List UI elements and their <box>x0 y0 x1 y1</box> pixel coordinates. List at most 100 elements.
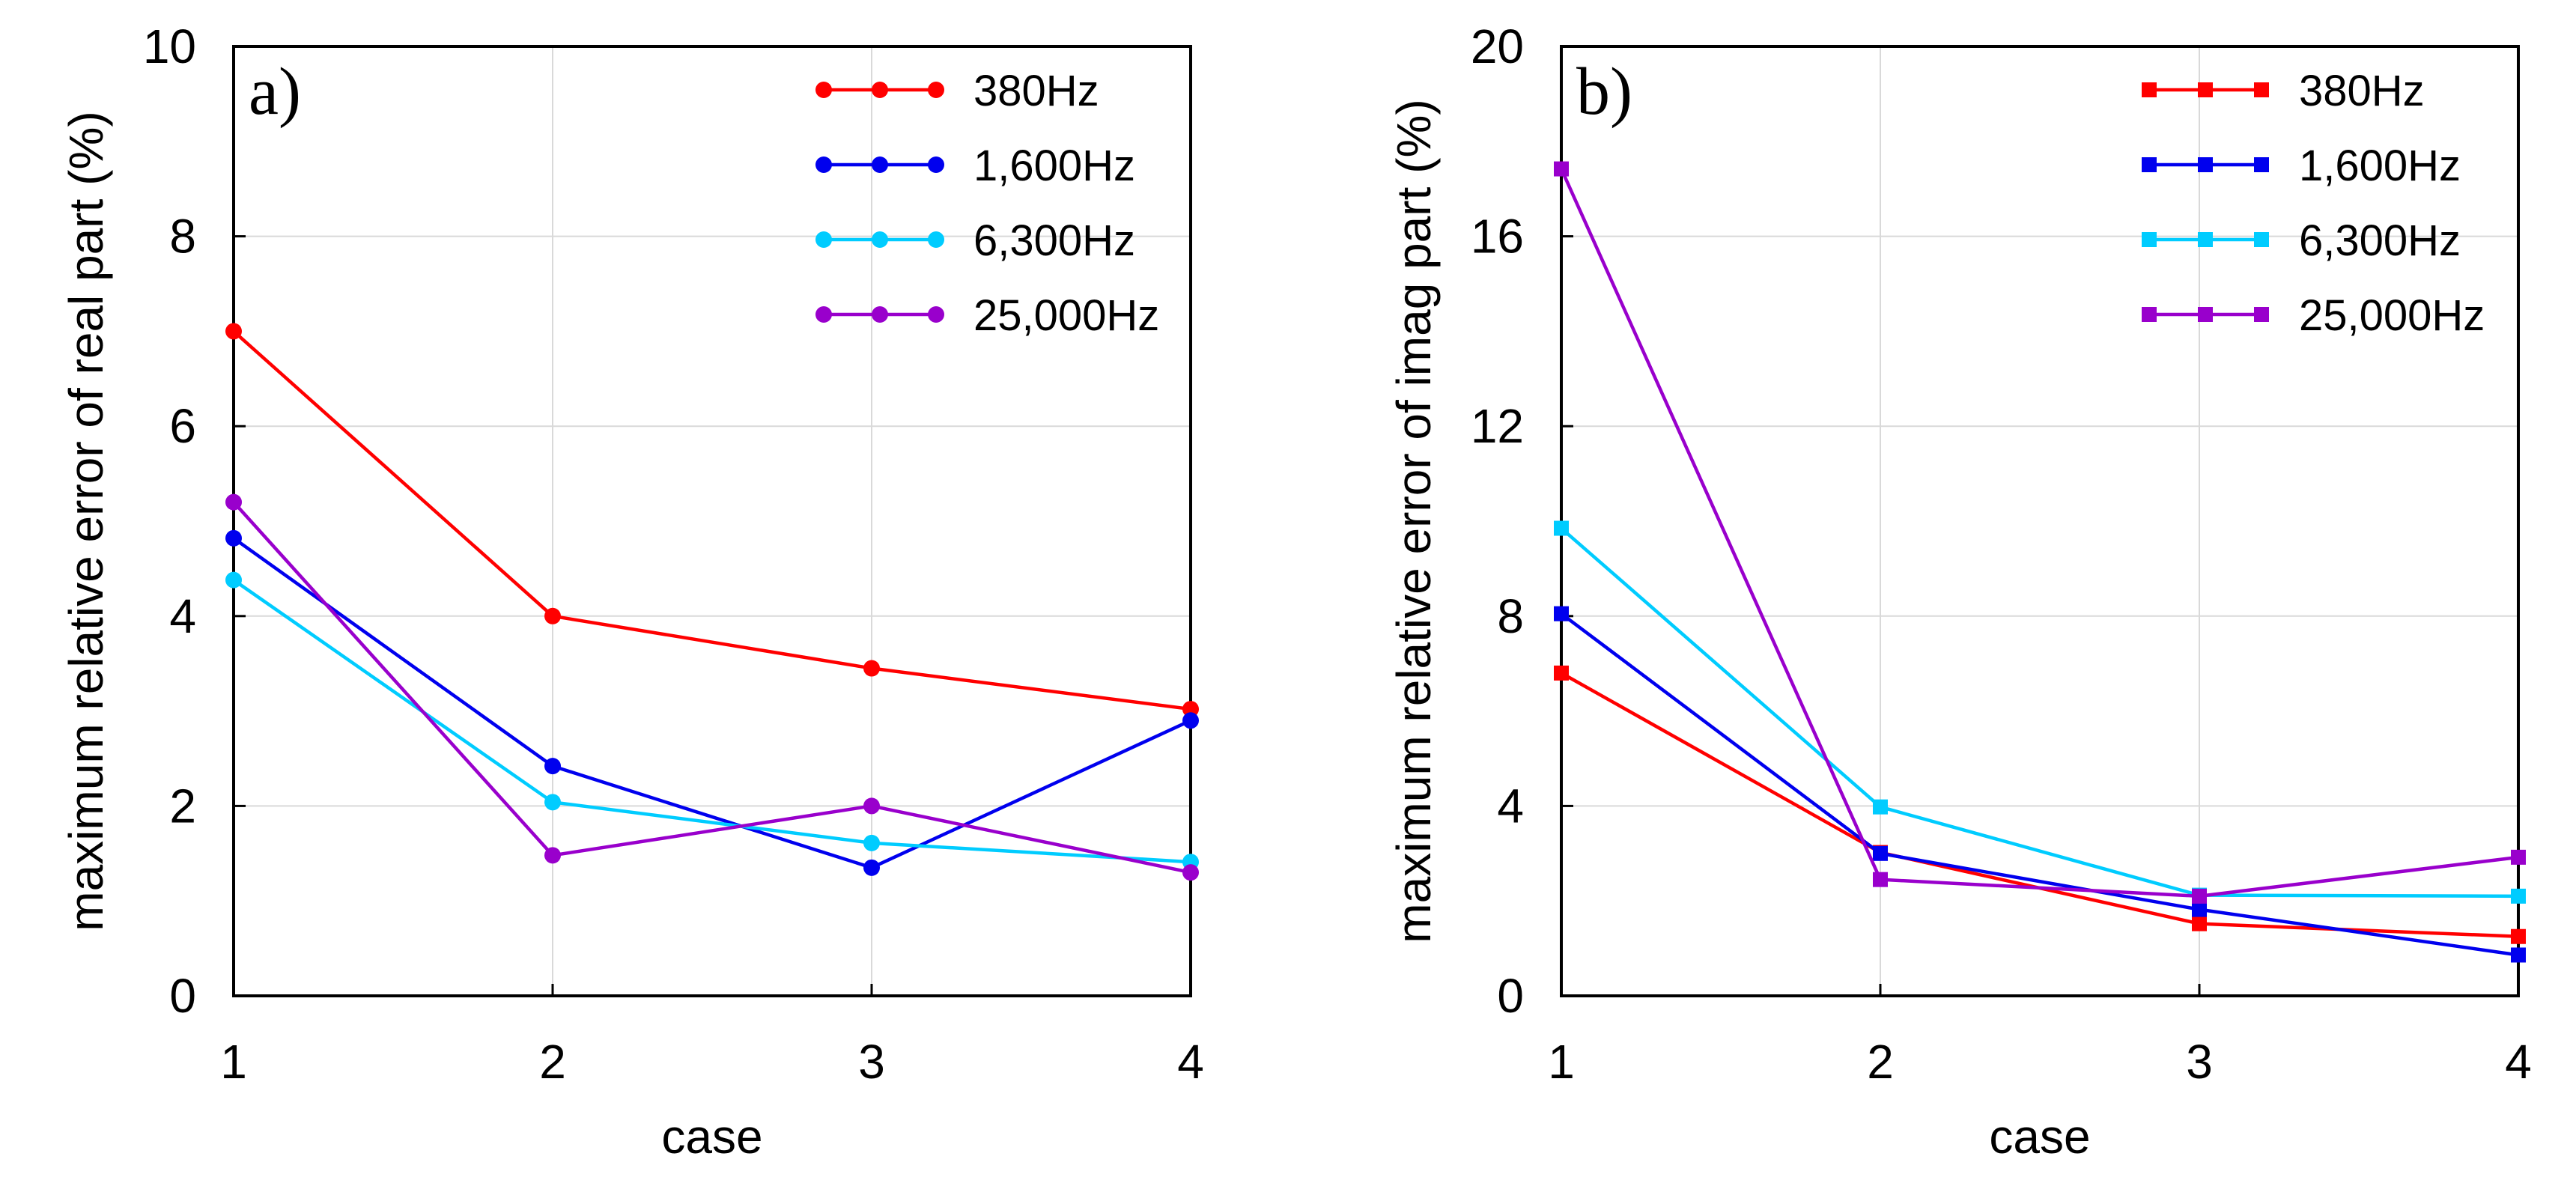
legend-marker <box>815 82 832 98</box>
panel-label: b) <box>1576 55 1632 129</box>
series-6300Hz <box>1554 520 2526 904</box>
data-point <box>544 847 561 864</box>
legend-marker <box>928 156 944 173</box>
series-line <box>232 329 1191 711</box>
legend-marker <box>2198 307 2213 322</box>
legend-marker <box>2254 82 2269 97</box>
x-tick-label: 1 <box>1548 1035 1575 1089</box>
y-tick-label: 4 <box>1497 779 1524 833</box>
legend-marker <box>2198 232 2213 247</box>
series-25000Hz <box>225 493 1199 881</box>
legend-marker <box>2142 307 2157 322</box>
series-line <box>232 536 1191 870</box>
legend-marker <box>815 156 832 173</box>
legend-marker <box>815 306 832 323</box>
legend-marker <box>2198 82 2213 97</box>
data-point <box>1873 799 1888 815</box>
legend-marker <box>2254 307 2269 322</box>
series-line <box>232 501 1191 875</box>
y-tick-label: 8 <box>169 210 196 264</box>
x-tick-label: 4 <box>1177 1035 1204 1089</box>
data-point <box>1554 520 1569 536</box>
x-tick-label: 2 <box>539 1035 566 1089</box>
panel-label: a) <box>249 55 301 129</box>
data-point <box>225 493 242 511</box>
legend-label: 25,000Hz <box>2299 291 2485 340</box>
data-point <box>863 834 880 851</box>
data-point <box>1554 665 1569 681</box>
y-axis-label: maximum relative error of imag part (%) <box>1387 99 1441 943</box>
series-6300Hz <box>225 571 1199 871</box>
series-line <box>1560 612 2519 957</box>
y-tick-label: 0 <box>169 969 196 1023</box>
y-tick-label: 20 <box>1471 19 1524 73</box>
data-point <box>544 758 561 775</box>
y-tick-label: 10 <box>143 19 196 73</box>
data-point <box>544 794 561 811</box>
data-point <box>225 529 242 547</box>
legend-label: 25,000Hz <box>973 291 1159 340</box>
legend-marker <box>872 306 888 323</box>
data-point <box>2192 916 2207 931</box>
legend-marker <box>928 82 944 98</box>
legend-label: 1,600Hz <box>2299 142 2461 190</box>
legend-marker <box>928 306 944 323</box>
x-tick-label: 3 <box>858 1035 885 1089</box>
legend-marker <box>2254 232 2269 247</box>
x-tick-label: 4 <box>2505 1035 2532 1089</box>
data-point <box>1554 606 1569 621</box>
series-380Hz <box>225 323 1199 718</box>
x-axis-label: case <box>1989 1110 2090 1164</box>
series-1600Hz <box>1554 606 2526 963</box>
y-tick-label: 12 <box>1471 399 1524 453</box>
series-line <box>232 578 1191 864</box>
y-axis-label: maximum relative error of real part (%) <box>59 111 113 931</box>
legend-marker <box>872 156 888 173</box>
data-point <box>1182 701 1199 718</box>
data-point <box>2511 849 2526 865</box>
data-point <box>1873 872 1888 887</box>
data-point <box>1182 864 1199 881</box>
legend-marker <box>2142 157 2157 172</box>
legend-marker <box>815 231 832 248</box>
x-axis-label: case <box>661 1110 762 1164</box>
series-25000Hz <box>1554 161 2526 904</box>
y-tick-label: 6 <box>169 399 196 453</box>
data-point <box>1554 161 1569 177</box>
data-point <box>2192 902 2207 917</box>
legend-marker <box>872 231 888 248</box>
data-point <box>863 660 880 677</box>
legend: 380Hz 1,600Hz 6,300Hz 25,000Hz <box>815 67 1159 340</box>
y-tick-label: 16 <box>1471 210 1524 264</box>
data-point <box>2511 947 2526 963</box>
legend-marker <box>2198 157 2213 172</box>
x-tick-label: 1 <box>220 1035 247 1089</box>
data-point <box>863 859 880 876</box>
data-point <box>1873 845 1888 861</box>
y-tick-label: 4 <box>169 589 196 643</box>
series-1600Hz <box>225 529 1199 876</box>
plot-frame <box>232 45 1192 997</box>
y-tick-label: 0 <box>1497 969 1524 1023</box>
series-line <box>1560 526 2519 899</box>
data-point <box>2511 888 2526 904</box>
data-point <box>2511 928 2526 944</box>
series-380Hz <box>1554 665 2526 944</box>
legend-marker <box>2142 82 2157 97</box>
data-point <box>544 607 561 624</box>
chart-panel-a: 1 2 3 4 0 2 4 6 8 10 case maximum relative error of… <box>59 19 1204 1164</box>
legend-label: 6,300Hz <box>2299 216 2461 265</box>
legend: 380Hz 1,600Hz 6,300Hz 25,000Hz <box>2142 67 2485 340</box>
legend-marker <box>872 82 888 98</box>
data-point <box>1182 712 1199 729</box>
x-tick-label: 2 <box>1867 1035 1894 1089</box>
series-line <box>1559 168 2519 899</box>
legend-label: 380Hz <box>2299 67 2425 115</box>
legend-marker <box>2254 157 2269 172</box>
legend-label: 1,600Hz <box>973 142 1135 190</box>
y-tick-label: 2 <box>169 779 196 833</box>
legend-label: 380Hz <box>973 67 1099 115</box>
legend-marker <box>2142 232 2157 247</box>
